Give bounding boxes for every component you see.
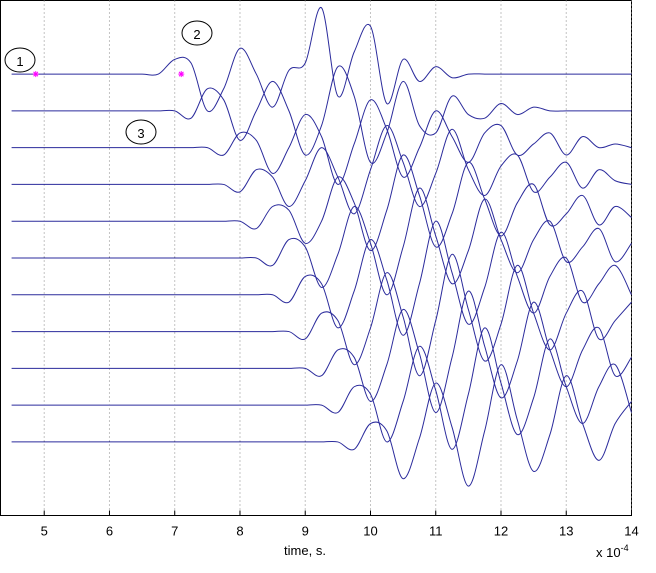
x-tick-label: 5 [41, 524, 48, 539]
x-tick-label: 13 [559, 524, 573, 539]
annotation-label: 3 [137, 126, 144, 141]
trace-line [11, 125, 632, 215]
annotation-circle [4, 47, 36, 73]
x-axis-label: time, s. [284, 543, 326, 558]
annotation-circle [181, 20, 213, 46]
annotation-label: 2 [193, 27, 200, 42]
trace-line [11, 65, 632, 164]
pick-marker [178, 71, 185, 78]
x-tick-label: 14 [624, 524, 638, 539]
x-tick-label: 9 [302, 524, 309, 539]
x-multiplier: x 10-4 [596, 543, 629, 560]
x-tick-label: 11 [429, 524, 443, 539]
pick-marker-stroke [33, 71, 39, 77]
trace-line [11, 290, 632, 414]
pick-marker [32, 71, 39, 78]
x-tick-label: 12 [494, 524, 508, 539]
annotation-label: 1 [16, 54, 23, 69]
trace-line [11, 154, 632, 252]
pick-marker-stroke [178, 71, 184, 77]
trace-line [11, 327, 632, 450]
trace-line [11, 99, 632, 185]
x-tick-label: 10 [363, 524, 377, 539]
x-multiplier-exponent: -4 [621, 543, 629, 553]
trace-line [11, 253, 632, 377]
x-tick-label: 7 [171, 524, 178, 539]
x-multiplier-base: x 10 [596, 545, 621, 560]
trace-line [11, 7, 632, 113]
x-tick-label: 6 [106, 524, 113, 539]
trace-line [11, 220, 632, 336]
trace-line [11, 187, 632, 296]
annotation-circle [125, 119, 157, 145]
x-tick-label: 8 [236, 524, 243, 539]
trace-line [11, 364, 632, 487]
